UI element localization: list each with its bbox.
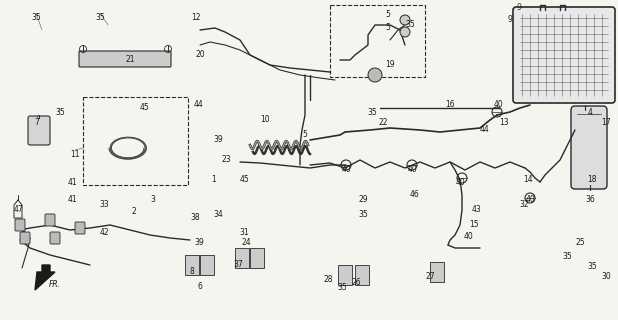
Text: 20: 20: [195, 50, 205, 59]
Text: 5: 5: [303, 130, 307, 139]
Text: 40: 40: [525, 195, 535, 204]
Text: 2: 2: [132, 207, 137, 216]
Text: 40: 40: [463, 232, 473, 241]
Text: 33: 33: [99, 200, 109, 209]
Text: 35: 35: [367, 108, 377, 117]
Text: 44: 44: [479, 125, 489, 134]
Text: 40: 40: [493, 100, 503, 109]
Text: 15: 15: [469, 220, 479, 229]
Circle shape: [400, 27, 410, 37]
Text: 35: 35: [337, 283, 347, 292]
Text: 36: 36: [585, 195, 595, 204]
FancyBboxPatch shape: [79, 51, 171, 67]
Text: 16: 16: [445, 100, 455, 109]
Text: FR.: FR.: [49, 280, 61, 289]
Text: 39: 39: [213, 135, 223, 144]
Text: 40: 40: [341, 165, 351, 174]
Text: 9: 9: [507, 15, 512, 24]
Text: 12: 12: [191, 13, 201, 22]
Text: 45: 45: [239, 175, 249, 184]
Polygon shape: [35, 265, 55, 290]
Text: 39: 39: [194, 238, 204, 247]
Text: 41: 41: [67, 178, 77, 187]
Text: 7: 7: [35, 118, 40, 127]
Text: 47: 47: [13, 205, 23, 214]
Text: 37: 37: [233, 260, 243, 269]
Bar: [200, 255, 214, 275]
Text: 18: 18: [587, 175, 597, 184]
Text: 32: 32: [519, 200, 529, 209]
FancyBboxPatch shape: [45, 214, 55, 226]
Text: 46: 46: [410, 190, 420, 199]
Text: 23: 23: [221, 155, 231, 164]
Text: 5: 5: [386, 10, 391, 19]
FancyBboxPatch shape: [28, 116, 50, 145]
Text: 34: 34: [213, 210, 223, 219]
Text: 35: 35: [405, 20, 415, 29]
Bar: [338, 265, 352, 285]
Circle shape: [400, 15, 410, 25]
Text: 35: 35: [95, 13, 105, 22]
Bar: [185, 255, 199, 275]
Text: 28: 28: [323, 275, 332, 284]
Text: 42: 42: [99, 228, 109, 237]
Text: 26: 26: [351, 278, 361, 287]
Text: 17: 17: [601, 118, 611, 127]
Text: 4: 4: [588, 108, 593, 117]
Text: 40: 40: [455, 178, 465, 187]
Text: 22: 22: [378, 118, 387, 127]
Text: 45: 45: [139, 103, 149, 112]
Text: 35: 35: [55, 108, 65, 117]
Bar: [430, 262, 444, 282]
Text: 6: 6: [198, 282, 203, 291]
Text: 25: 25: [575, 238, 585, 247]
Bar: [250, 248, 264, 268]
Text: 44: 44: [193, 100, 203, 109]
Text: 14: 14: [523, 175, 533, 184]
Text: 3: 3: [151, 195, 156, 204]
Text: 13: 13: [499, 118, 509, 127]
Bar: [235, 248, 249, 268]
FancyBboxPatch shape: [75, 222, 85, 234]
Text: 35: 35: [358, 210, 368, 219]
Text: 35: 35: [31, 13, 41, 22]
FancyBboxPatch shape: [571, 106, 607, 189]
Text: 35: 35: [587, 262, 597, 271]
FancyBboxPatch shape: [50, 232, 60, 244]
Text: 10: 10: [260, 115, 270, 124]
FancyBboxPatch shape: [20, 232, 30, 244]
Text: 27: 27: [425, 272, 435, 281]
Text: 40: 40: [407, 165, 417, 174]
Bar: [355, 265, 369, 285]
FancyBboxPatch shape: [513, 7, 615, 103]
Text: 29: 29: [358, 195, 368, 204]
Text: 21: 21: [125, 55, 135, 64]
Text: 41: 41: [67, 195, 77, 204]
Text: 1: 1: [211, 175, 216, 184]
Text: 24: 24: [241, 238, 251, 247]
Text: 30: 30: [601, 272, 611, 281]
Bar: [83, 97, 188, 185]
Circle shape: [368, 68, 382, 82]
Text: 8: 8: [190, 267, 195, 276]
Text: 11: 11: [70, 150, 80, 159]
Text: 9: 9: [517, 3, 522, 12]
Text: 5: 5: [386, 23, 391, 32]
Text: 19: 19: [385, 60, 395, 69]
Text: 38: 38: [190, 213, 200, 222]
Text: 31: 31: [239, 228, 249, 237]
Text: 35: 35: [562, 252, 572, 261]
Bar: [330, 5, 425, 77]
FancyBboxPatch shape: [15, 219, 25, 231]
Text: 43: 43: [472, 205, 482, 214]
